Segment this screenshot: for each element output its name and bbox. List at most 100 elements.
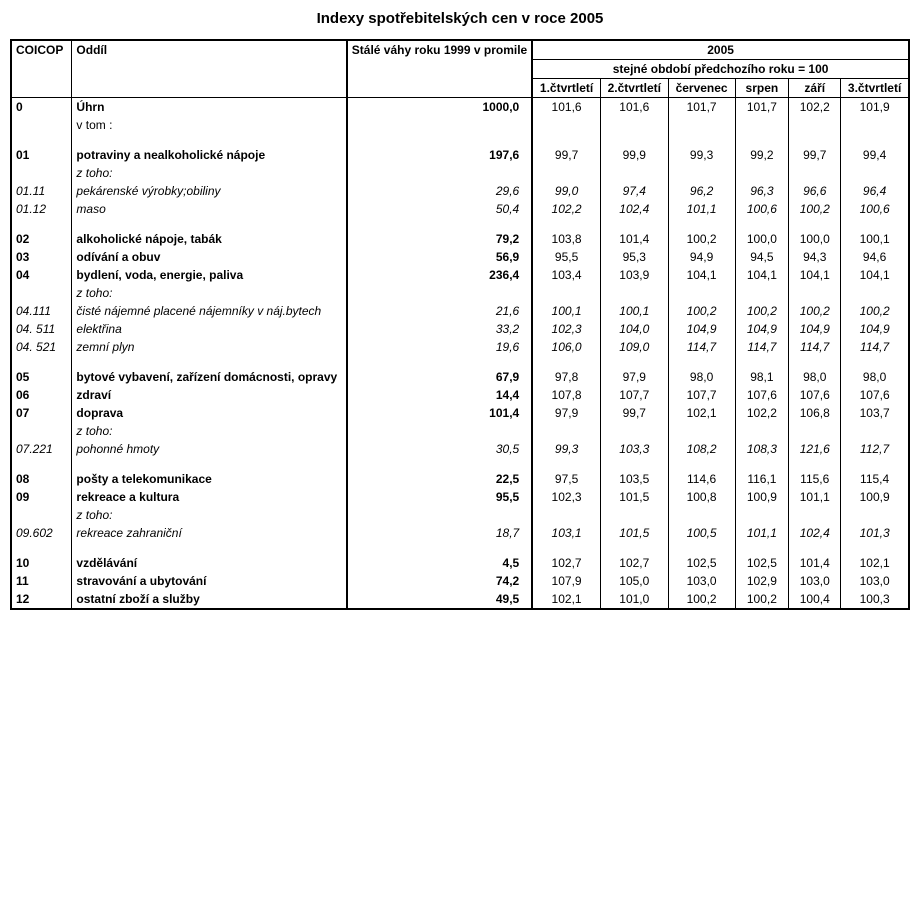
row-value: 100,2 <box>668 590 735 609</box>
row-value: 107,8 <box>532 386 600 404</box>
table-row: 05bytové vybavení, zařízení domácnosti, … <box>11 368 909 386</box>
row-label: zemní plyn <box>72 338 347 356</box>
row-label: elektřina <box>72 320 347 338</box>
row-weight: 33,2 <box>347 320 532 338</box>
row-value: 101,6 <box>600 98 668 117</box>
row-value: 103,0 <box>668 572 735 590</box>
col-q3: 3.čtvrtletí <box>841 79 909 98</box>
table-row: z toho: <box>11 284 909 302</box>
row-value: 99,3 <box>532 440 600 458</box>
row-weight: 197,6 <box>347 146 532 164</box>
row-value: 99,2 <box>735 146 789 164</box>
row-value: 103,0 <box>841 572 909 590</box>
row-note: z toho: <box>72 422 347 440</box>
table-row: 08pošty a telekomunikace22,597,5103,5114… <box>11 470 909 488</box>
row-weight: 14,4 <box>347 386 532 404</box>
row-value: 103,4 <box>532 266 600 284</box>
row-value: 101,7 <box>668 98 735 117</box>
row-value: 102,5 <box>668 554 735 572</box>
row-note: v tom : <box>72 116 347 134</box>
row-code: 01 <box>11 146 72 164</box>
row-value: 101,4 <box>789 554 841 572</box>
row-value: 106,0 <box>532 338 600 356</box>
row-weight: 236,4 <box>347 266 532 284</box>
table-row: 07.221pohonné hmoty30,599,3103,3108,2108… <box>11 440 909 458</box>
row-value: 103,1 <box>532 524 600 542</box>
table-row: 03odívání a obuv56,995,595,394,994,594,3… <box>11 248 909 266</box>
row-value: 108,3 <box>735 440 789 458</box>
row-note: z toho: <box>72 164 347 182</box>
row-value: 114,7 <box>789 338 841 356</box>
table-row <box>11 218 909 230</box>
row-value: 98,0 <box>668 368 735 386</box>
col-oddil: Oddíl <box>72 40 347 98</box>
row-value: 100,1 <box>532 302 600 320</box>
row-label: rekreace a kultura <box>72 488 347 506</box>
table-row <box>11 458 909 470</box>
row-value: 102,3 <box>532 320 600 338</box>
row-value: 99,7 <box>532 146 600 164</box>
row-value: 94,6 <box>841 248 909 266</box>
row-value: 97,8 <box>532 368 600 386</box>
row-value: 109,0 <box>600 338 668 356</box>
row-value: 102,1 <box>668 404 735 422</box>
row-value: 100,2 <box>735 590 789 609</box>
table-row: 04. 511elektřina33,2102,3104,0104,9104,9… <box>11 320 909 338</box>
row-value: 99,4 <box>841 146 909 164</box>
row-value: 107,6 <box>789 386 841 404</box>
row-value: 115,6 <box>789 470 841 488</box>
row-code: 03 <box>11 248 72 266</box>
row-value: 101,1 <box>668 200 735 218</box>
table-row <box>11 542 909 554</box>
row-weight: 67,9 <box>347 368 532 386</box>
row-value: 102,1 <box>532 590 600 609</box>
row-value: 108,2 <box>668 440 735 458</box>
table-header: COICOP Oddíl Stálé váhy roku 1999 v prom… <box>11 40 909 98</box>
row-value: 101,6 <box>532 98 600 117</box>
col-coicop: COICOP <box>11 40 72 98</box>
row-value: 100,0 <box>789 230 841 248</box>
row-code: 01.11 <box>11 182 72 200</box>
row-value: 100,2 <box>668 302 735 320</box>
row-value: 102,5 <box>735 554 789 572</box>
row-value: 97,4 <box>600 182 668 200</box>
row-weight: 18,7 <box>347 524 532 542</box>
row-value: 104,9 <box>735 320 789 338</box>
row-weight: 22,5 <box>347 470 532 488</box>
row-weight: 101,4 <box>347 404 532 422</box>
row-weight: 95,5 <box>347 488 532 506</box>
table-row: 10vzdělávání4,5102,7102,7102,5102,5101,4… <box>11 554 909 572</box>
row-value: 96,2 <box>668 182 735 200</box>
row-value: 100,9 <box>841 488 909 506</box>
row-label: stravování a ubytování <box>72 572 347 590</box>
row-value: 104,1 <box>735 266 789 284</box>
row-value: 100,0 <box>735 230 789 248</box>
row-value: 107,7 <box>668 386 735 404</box>
row-value: 103,7 <box>841 404 909 422</box>
row-value: 112,7 <box>841 440 909 458</box>
row-note: z toho: <box>72 284 347 302</box>
row-value: 94,5 <box>735 248 789 266</box>
row-value: 104,9 <box>668 320 735 338</box>
row-code: 07 <box>11 404 72 422</box>
row-value: 99,0 <box>532 182 600 200</box>
row-value: 101,1 <box>789 488 841 506</box>
row-value: 94,3 <box>789 248 841 266</box>
row-weight: 74,2 <box>347 572 532 590</box>
row-value: 100,6 <box>841 200 909 218</box>
row-code: 0 <box>11 98 72 117</box>
row-value: 101,3 <box>841 524 909 542</box>
col-jul: červenec <box>668 79 735 98</box>
row-value: 106,8 <box>789 404 841 422</box>
row-value: 100,6 <box>735 200 789 218</box>
row-value: 114,7 <box>668 338 735 356</box>
row-label: pošty a telekomunikace <box>72 470 347 488</box>
row-value: 100,2 <box>735 302 789 320</box>
row-value: 107,7 <box>600 386 668 404</box>
row-value: 98,0 <box>789 368 841 386</box>
table-row: 0Úhrn1000,0101,6101,6101,7101,7102,2101,… <box>11 98 909 117</box>
row-code: 05 <box>11 368 72 386</box>
row-value: 100,1 <box>841 230 909 248</box>
row-value: 116,1 <box>735 470 789 488</box>
row-value: 103,9 <box>600 266 668 284</box>
